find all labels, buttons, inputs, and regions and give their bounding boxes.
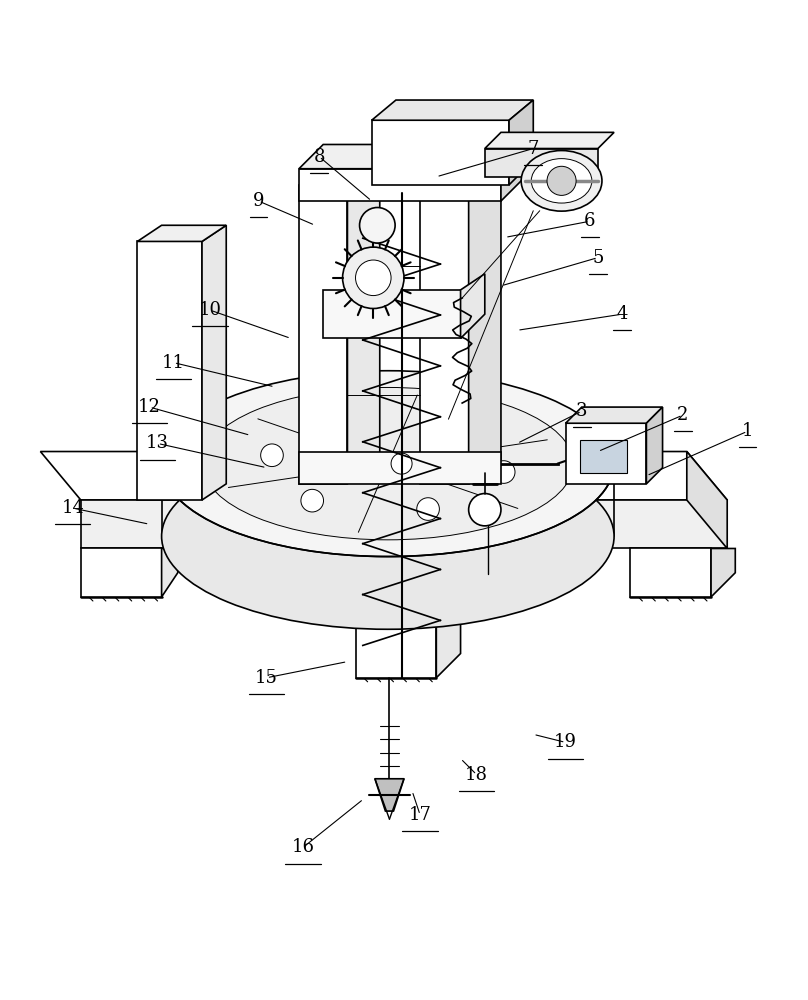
Polygon shape [137,225,226,241]
Ellipse shape [521,151,602,211]
Text: 19: 19 [554,733,577,751]
Text: 12: 12 [138,398,161,416]
Text: 2: 2 [677,406,688,424]
Polygon shape [372,120,509,185]
Polygon shape [347,169,380,484]
Ellipse shape [202,387,574,540]
Polygon shape [299,144,525,169]
Polygon shape [299,169,501,201]
Polygon shape [646,407,663,484]
Polygon shape [323,290,461,338]
Polygon shape [81,500,727,548]
Polygon shape [566,423,646,484]
Polygon shape [372,100,533,120]
Text: 17: 17 [409,806,431,824]
Circle shape [391,453,412,474]
Circle shape [360,208,395,243]
Polygon shape [375,779,404,811]
Circle shape [301,489,323,512]
Polygon shape [420,185,469,484]
Ellipse shape [162,371,614,557]
Ellipse shape [162,443,614,629]
Ellipse shape [532,159,591,203]
Circle shape [336,407,359,430]
Text: 16: 16 [292,838,314,856]
Circle shape [452,415,475,438]
Text: 6: 6 [584,212,595,230]
Text: 15: 15 [255,669,278,687]
Polygon shape [711,548,735,597]
Polygon shape [436,548,461,678]
Polygon shape [162,548,178,597]
Circle shape [574,454,589,468]
Circle shape [547,166,576,195]
Polygon shape [501,144,525,201]
Polygon shape [630,548,711,597]
Polygon shape [509,100,533,185]
Polygon shape [687,452,727,548]
Text: 14: 14 [61,499,84,517]
Polygon shape [137,241,202,500]
Text: 10: 10 [199,301,221,319]
Polygon shape [461,274,485,338]
Text: 7: 7 [528,140,539,158]
Circle shape [356,260,391,296]
Polygon shape [469,169,501,484]
Circle shape [417,498,440,520]
Circle shape [343,247,404,309]
Text: 3: 3 [576,402,587,420]
Polygon shape [356,548,436,678]
Text: 18: 18 [465,766,488,784]
Text: 5: 5 [592,249,604,267]
Polygon shape [40,452,727,500]
Text: 8: 8 [314,148,325,166]
Text: 4: 4 [617,305,628,323]
Text: 1: 1 [742,422,753,440]
Text: 9: 9 [253,192,264,210]
Polygon shape [299,452,501,484]
Polygon shape [202,225,226,500]
Polygon shape [485,149,598,177]
Polygon shape [299,185,347,484]
Polygon shape [485,132,614,149]
Circle shape [469,494,501,526]
Bar [580,440,627,473]
Polygon shape [566,407,663,423]
Polygon shape [81,548,162,597]
Circle shape [261,444,284,467]
Text: 13: 13 [146,434,169,452]
Circle shape [492,461,515,483]
Text: 11: 11 [162,354,185,372]
